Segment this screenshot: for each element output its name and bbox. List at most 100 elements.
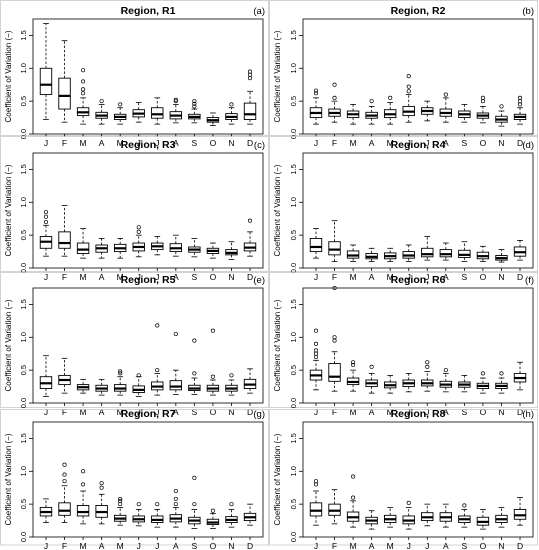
y-tick-label: 0.0 bbox=[289, 263, 298, 273]
outlier-point bbox=[351, 495, 356, 500]
outlier-point bbox=[62, 472, 67, 477]
outlier-point bbox=[81, 68, 86, 73]
box-m-4 bbox=[113, 496, 127, 526]
outlier-point bbox=[332, 338, 337, 343]
outlier-point bbox=[155, 368, 160, 373]
y-axis-label: Coefficient of Variation (−) bbox=[273, 164, 282, 256]
box-a-3 bbox=[95, 238, 108, 259]
panel-title: Region, R8 bbox=[391, 408, 446, 420]
y-tick-label: 0.5 bbox=[289, 499, 298, 509]
y-tick-label: 1.5 bbox=[19, 30, 28, 40]
iqr-box bbox=[58, 231, 71, 249]
iqr-box bbox=[58, 77, 71, 110]
x-tick-label: A bbox=[443, 272, 449, 282]
outlier-point bbox=[192, 371, 197, 376]
y-tick-label: 0.5 bbox=[289, 230, 298, 240]
x-tick-label: M bbox=[117, 272, 124, 282]
x-tick-label: M bbox=[387, 272, 394, 282]
outlier-point bbox=[332, 82, 337, 87]
box-j-5 bbox=[402, 373, 415, 393]
box-a-3 bbox=[365, 364, 378, 394]
outlier-point bbox=[332, 95, 337, 100]
iqr-box bbox=[76, 505, 90, 517]
x-tick-label: M bbox=[117, 541, 124, 550]
outlier-point bbox=[351, 362, 356, 367]
box-f-1 bbox=[58, 462, 71, 523]
y-tick-label: 0.5 bbox=[19, 499, 28, 509]
outlier-point bbox=[229, 502, 234, 507]
y-tick-label: 1.5 bbox=[19, 433, 28, 443]
plot-area bbox=[302, 18, 534, 135]
plot-area bbox=[302, 152, 534, 269]
x-tick-label: J bbox=[155, 541, 159, 550]
iqr-box bbox=[309, 502, 323, 517]
outlier-point bbox=[155, 502, 160, 507]
x-tick-label: O bbox=[210, 138, 217, 148]
outlier-point bbox=[155, 323, 160, 328]
y-tick-label: 1.0 bbox=[19, 197, 28, 207]
box-f-1 bbox=[58, 205, 71, 257]
x-tick-label: F bbox=[332, 138, 337, 148]
x-tick-label: J bbox=[137, 138, 141, 148]
outlier-point bbox=[313, 88, 319, 93]
outlier-point bbox=[313, 348, 319, 353]
outlier-point bbox=[313, 354, 319, 360]
box-a-7 bbox=[169, 331, 183, 395]
x-tick-label: A bbox=[443, 541, 449, 550]
panel-frame bbox=[269, 136, 538, 272]
panel-label: (f) bbox=[525, 275, 534, 286]
box-m-4 bbox=[113, 238, 127, 259]
x-tick-label: A bbox=[173, 541, 179, 550]
outlier-point bbox=[406, 74, 411, 79]
x-tick-label: J bbox=[44, 407, 48, 417]
iqr-box bbox=[76, 242, 90, 254]
box-a-7 bbox=[169, 234, 183, 257]
x-tick-label: M bbox=[117, 138, 124, 148]
box-f-1 bbox=[328, 285, 341, 392]
box-f-1 bbox=[58, 357, 71, 394]
outlier-point bbox=[173, 488, 178, 494]
y-tick-label: 0.0 bbox=[19, 532, 28, 542]
outlier-point bbox=[99, 99, 104, 104]
outlier-point bbox=[173, 502, 178, 507]
box-o-9 bbox=[206, 242, 220, 259]
box-a-3 bbox=[365, 99, 378, 125]
x-tick-label: F bbox=[332, 407, 337, 417]
x-tick-label: J bbox=[155, 138, 159, 148]
x-tick-label: F bbox=[62, 407, 67, 417]
box-a-7 bbox=[439, 503, 453, 528]
box-m-4 bbox=[113, 102, 127, 125]
x-tick-label: D bbox=[517, 272, 523, 282]
y-tick-label: 1.5 bbox=[289, 164, 298, 174]
outlier-point bbox=[192, 338, 197, 343]
box-m-2 bbox=[76, 378, 90, 394]
x-tick-label: N bbox=[498, 272, 504, 282]
outlier-point bbox=[425, 364, 430, 369]
x-tick-label: D bbox=[517, 407, 523, 417]
box-j-5 bbox=[132, 373, 145, 397]
outlier-point bbox=[332, 285, 337, 291]
box-n-10 bbox=[225, 102, 238, 125]
box-o-9 bbox=[206, 112, 220, 126]
panel-d: Region, R4 (d) 0.0 0.5 1.0 1.5 Coefficient of … bbox=[269, 136, 538, 282]
outlier-point bbox=[480, 95, 485, 100]
x-tick-label: M bbox=[80, 272, 87, 282]
panel-g: Region, R7 (g) 0.0 0.5 1.0 1.5 Coefficient of … bbox=[0, 408, 269, 550]
panel-label: (h) bbox=[522, 409, 534, 420]
x-tick-label: A bbox=[173, 138, 179, 148]
x-tick-label: S bbox=[192, 272, 198, 282]
outlier-point bbox=[480, 99, 485, 104]
x-tick-label: J bbox=[314, 138, 318, 148]
outlier-point bbox=[369, 99, 374, 104]
box-j-0 bbox=[309, 479, 323, 526]
panel-label: (g) bbox=[253, 409, 265, 420]
outlier-point bbox=[388, 95, 393, 100]
x-tick-label: S bbox=[192, 407, 198, 417]
y-tick-label: 1.0 bbox=[289, 332, 298, 342]
iqr-box bbox=[328, 241, 341, 256]
outlier-point bbox=[81, 79, 86, 84]
y-axis-label: Coefficient of Variation (−) bbox=[4, 433, 13, 525]
x-tick-label: J bbox=[137, 272, 141, 282]
outlier-point bbox=[43, 219, 49, 225]
outlier-point bbox=[210, 328, 215, 333]
